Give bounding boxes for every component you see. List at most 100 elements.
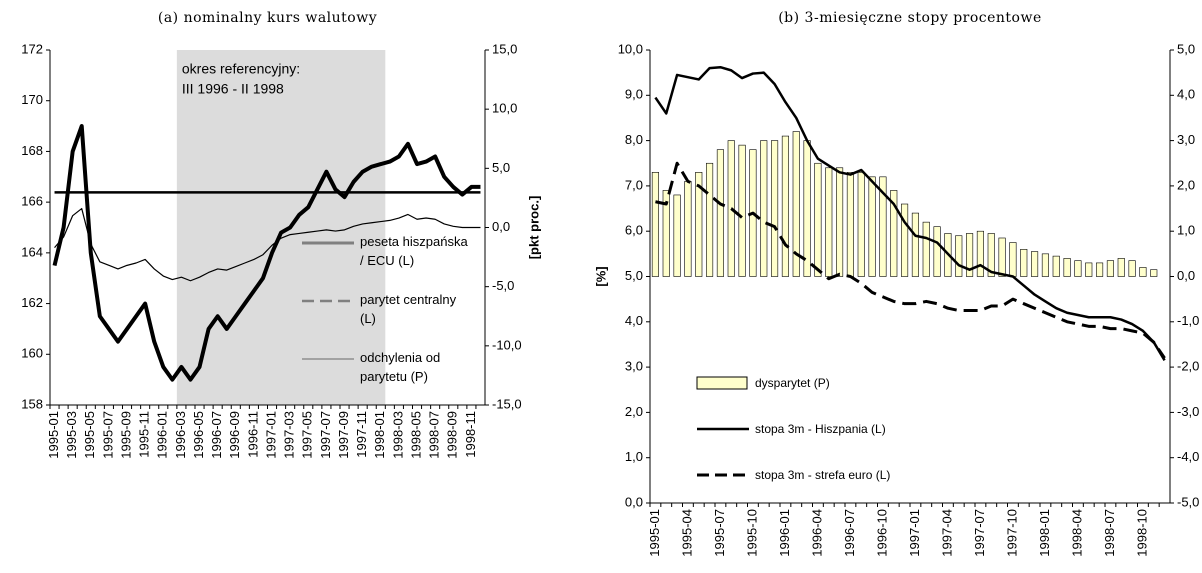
bar — [1139, 267, 1147, 277]
x-tick-label: 1996-05 — [191, 411, 206, 459]
bar — [814, 162, 822, 277]
bar — [716, 149, 724, 277]
bar — [1052, 255, 1060, 277]
x-tick-label: 1996-03 — [173, 411, 188, 459]
y-tick-label: 2,0 — [625, 404, 643, 419]
legend-item: dysparytet (P) — [695, 360, 890, 406]
legend-item: parytet centralny (L) — [300, 290, 472, 348]
legend-item: stopa 3m - strefa euro (L) — [695, 452, 890, 498]
y-tick-label: 164 — [21, 244, 43, 259]
x-tick-label: 1996-01 — [155, 411, 170, 459]
bar — [662, 190, 670, 277]
bar — [890, 190, 898, 277]
y-tick-label: 4,0 — [625, 313, 643, 328]
x-tick-label: 1997-09 — [336, 411, 351, 459]
series-line — [54, 207, 481, 282]
legend-item: peseta hiszpańska / ECU (L) — [300, 232, 472, 290]
y2-tick-label: -2,0 — [1177, 359, 1199, 374]
bar — [987, 233, 995, 277]
bar — [857, 172, 865, 277]
annotation: III 1996 - II 1998 — [182, 81, 284, 97]
bar — [1041, 253, 1049, 277]
y2-tick-label: 15,0 — [492, 41, 517, 56]
chart-title: (a) nominalny kurs walutowy — [158, 10, 377, 26]
bar — [1031, 251, 1039, 277]
x-tick-label: 1997-04 — [939, 509, 954, 557]
legend-swatch — [302, 358, 354, 360]
series-line — [52, 124, 481, 382]
legend-swatch — [302, 241, 354, 245]
bar — [792, 131, 800, 277]
bar — [781, 135, 789, 277]
x-tick-label: 1995-09 — [118, 411, 133, 459]
bar — [1117, 258, 1125, 277]
bar — [901, 203, 909, 277]
legend-label: stopa 3m - strefa euro (L) — [755, 468, 891, 482]
bar — [846, 172, 854, 277]
bar — [966, 233, 974, 277]
y-tick-label: 9,0 — [625, 87, 643, 102]
bar — [760, 140, 768, 277]
y-axis-title: [%] — [593, 266, 608, 286]
y-tick-label: 166 — [21, 194, 43, 209]
bar — [998, 237, 1006, 277]
bar — [706, 162, 714, 277]
x-tick-label: 1998-07 — [1102, 509, 1117, 557]
legend-swatch — [697, 473, 749, 477]
bar — [836, 167, 844, 277]
x-tick-label: 1996-04 — [809, 509, 824, 557]
x-tick-label: 1996-09 — [227, 411, 242, 459]
bar — [684, 181, 692, 277]
y2-tick-label: 4,0 — [1177, 87, 1195, 102]
y-tick-label: 1,0 — [625, 449, 643, 464]
bar — [1063, 258, 1071, 277]
x-tick-label: 1995-11 — [137, 411, 152, 458]
x-tick-label: 1996-11 — [245, 411, 260, 458]
x-tick-label: 1997-10 — [1004, 509, 1019, 557]
legend: dysparytet (P) stopa 3m - Hiszpania (L) st… — [695, 360, 890, 498]
x-tick-label: 1995-01 — [46, 411, 61, 459]
y2-tick-label: 5,0 — [1177, 41, 1195, 56]
swatch — [696, 376, 748, 390]
x-tick-label: 1996-07 — [842, 509, 857, 557]
legend-label: stopa 3m - Hiszpania (L) — [755, 422, 886, 436]
y-tick-label: 5,0 — [625, 268, 643, 283]
x-tick-label: 1996-07 — [209, 411, 224, 459]
bar — [911, 212, 919, 277]
legend-label: peseta hiszpańska / ECU (L) — [360, 234, 468, 268]
y2-tick-label: 2,0 — [1177, 177, 1195, 192]
x-tick-label: 1995-03 — [64, 411, 79, 459]
y-tick-label: 6,0 — [625, 223, 643, 238]
chart-title: (b) 3-miesięczne stopy procentowe — [778, 10, 1042, 26]
y-tick-label: 10,0 — [618, 41, 643, 56]
y2-tick-label: -15,0 — [492, 396, 522, 411]
x-tick-label: 1997-05 — [300, 411, 315, 459]
bar — [803, 140, 811, 277]
bar — [955, 235, 963, 277]
x-tick-label: 1998-03 — [390, 411, 405, 459]
bar — [695, 172, 703, 277]
series-line — [654, 65, 1166, 361]
x-tick-label: 1998-05 — [408, 411, 423, 459]
y2-tick-label: 10,0 — [492, 101, 517, 116]
x-tick-label: 1995-07 — [712, 509, 727, 557]
x-tick-label: 1997-07 — [972, 509, 987, 557]
x-tick-label: 1995-10 — [744, 509, 759, 557]
y2-tick-label: -10,0 — [492, 337, 522, 352]
x-tick-label: 1998-01 — [372, 411, 387, 459]
annotation: okres referencyjny: — [182, 61, 300, 77]
x-tick-label: 1997-01 — [907, 509, 922, 557]
bar — [673, 194, 681, 277]
bar — [771, 140, 779, 277]
bar — [976, 230, 984, 277]
legend-swatch — [302, 299, 354, 303]
legend-swatch — [697, 427, 749, 431]
y-tick-label: 162 — [21, 295, 43, 310]
x-tick-label: 1996-01 — [777, 509, 792, 557]
bar — [868, 176, 876, 277]
legend-label: odchylenia od parytetu (P) — [360, 350, 441, 384]
bar — [879, 176, 887, 277]
legend-item: odchylenia od parytetu (P) — [300, 348, 472, 406]
x-tick-label: 1997-07 — [318, 411, 333, 459]
y-tick-label: 168 — [21, 143, 43, 158]
